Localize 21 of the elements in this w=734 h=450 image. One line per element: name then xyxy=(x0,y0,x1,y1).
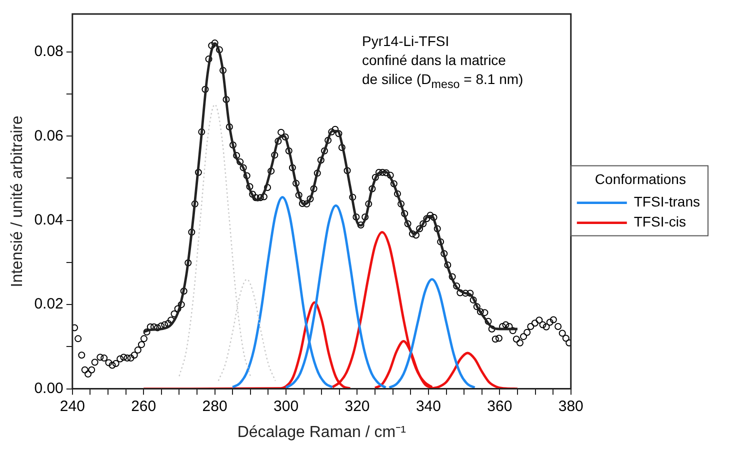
x-tick-label: 300 xyxy=(274,398,299,415)
x-tick-label: 320 xyxy=(344,398,370,415)
x-tick-label: 280 xyxy=(202,398,228,415)
x-tick-label: 260 xyxy=(131,398,156,415)
x-tick-label: 360 xyxy=(487,398,512,415)
legend-label: TFSI-cis xyxy=(634,214,686,230)
legend-label: TFSI-trans xyxy=(634,194,700,210)
annotation: Pyr14-Li-TFSI xyxy=(362,32,450,51)
y-tick-label: 0.04 xyxy=(34,211,64,228)
x-tick-label: 240 xyxy=(60,398,85,415)
y-axis-title: Intensié / unité arbitraire xyxy=(9,115,26,288)
x-tick-label: 340 xyxy=(416,398,441,415)
annotation: confiné dans la matrice xyxy=(362,51,507,70)
annotation: de silice (D$_{meso}$ = 8.1 nm) xyxy=(362,70,524,93)
legend-title: Conformations xyxy=(594,170,686,187)
y-tick-label: 0.06 xyxy=(34,127,64,144)
y-tick-label: 0.02 xyxy=(34,296,64,313)
y-tick-label: 0.00 xyxy=(34,380,64,397)
x-tick-label: 380 xyxy=(558,398,584,415)
x-axis-title: Décalage Raman / cm⁻¹ xyxy=(237,424,406,441)
y-tick-label: 0.08 xyxy=(34,43,64,60)
